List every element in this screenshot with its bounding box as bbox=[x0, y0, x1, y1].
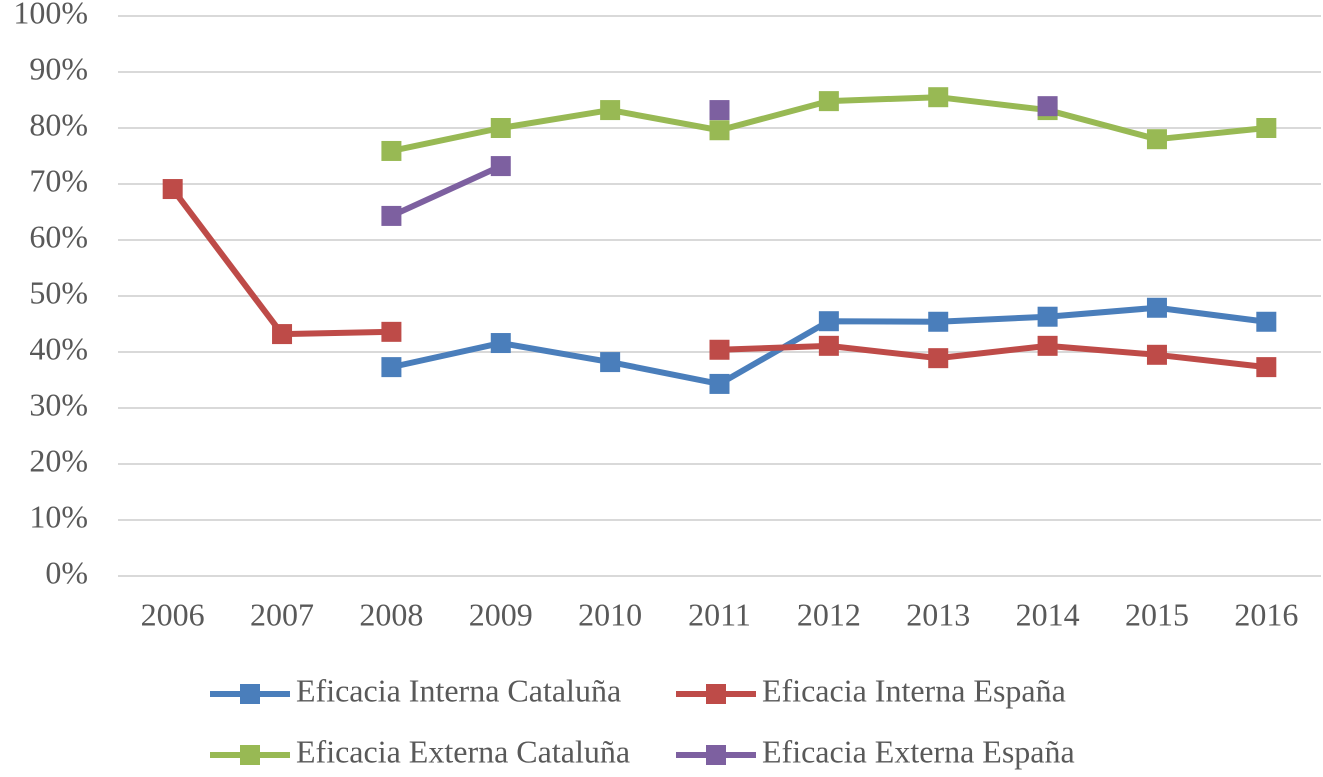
marker bbox=[818, 335, 839, 356]
marker bbox=[818, 91, 839, 112]
marker bbox=[490, 156, 511, 177]
y-tick-label: 100% bbox=[13, 0, 88, 30]
x-tick-label: 2009 bbox=[469, 596, 533, 632]
marker bbox=[600, 100, 621, 121]
marker bbox=[381, 357, 402, 378]
x-tick-label: 2006 bbox=[141, 596, 205, 632]
marker bbox=[709, 339, 730, 360]
legend-marker bbox=[706, 745, 726, 765]
marker bbox=[600, 352, 621, 373]
marker bbox=[1256, 311, 1277, 332]
marker bbox=[1037, 335, 1058, 356]
marker bbox=[1037, 96, 1058, 117]
x-tick-label: 2014 bbox=[1016, 596, 1080, 632]
y-tick-label: 50% bbox=[29, 274, 88, 310]
x-tick-label: 2008 bbox=[359, 596, 423, 632]
marker bbox=[1256, 118, 1277, 138]
legend-label: Eficacia Interna Cataluña bbox=[296, 672, 621, 708]
x-tick-label: 2012 bbox=[797, 596, 861, 632]
y-tick-label: 0% bbox=[45, 554, 88, 590]
legend-marker bbox=[240, 684, 260, 704]
marker bbox=[1037, 306, 1058, 327]
legend-label: Eficacia Externa Cataluña bbox=[296, 733, 630, 769]
marker bbox=[709, 373, 730, 394]
marker bbox=[381, 140, 402, 161]
x-tick-label: 2011 bbox=[688, 596, 751, 632]
marker bbox=[272, 324, 293, 345]
y-tick-label: 60% bbox=[29, 218, 88, 254]
legend-label: Eficacia Interna España bbox=[762, 672, 1066, 708]
marker bbox=[818, 311, 839, 332]
y-tick-label: 80% bbox=[29, 106, 88, 142]
x-tick-label: 2015 bbox=[1125, 596, 1189, 632]
y-tick-label: 10% bbox=[29, 498, 88, 534]
y-tick-label: 20% bbox=[29, 442, 88, 478]
marker bbox=[490, 333, 511, 354]
marker bbox=[162, 179, 183, 200]
legend-label: Eficacia Externa España bbox=[762, 733, 1075, 769]
marker bbox=[1146, 297, 1167, 318]
legend-marker bbox=[706, 684, 726, 704]
y-tick-label: 90% bbox=[29, 50, 88, 86]
marker bbox=[928, 311, 949, 332]
x-tick-label: 2013 bbox=[906, 596, 970, 632]
marker bbox=[928, 87, 949, 108]
x-tick-label: 2010 bbox=[578, 596, 642, 632]
marker bbox=[928, 348, 949, 369]
y-tick-label: 40% bbox=[29, 330, 88, 366]
y-tick-label: 30% bbox=[29, 386, 88, 422]
x-tick-label: 2016 bbox=[1234, 596, 1298, 632]
marker bbox=[709, 100, 730, 121]
marker bbox=[490, 118, 511, 138]
marker bbox=[1256, 357, 1277, 378]
marker bbox=[381, 321, 402, 342]
legend-marker bbox=[240, 745, 260, 765]
marker bbox=[1146, 344, 1167, 365]
y-tick-label: 70% bbox=[29, 162, 88, 198]
marker bbox=[709, 120, 730, 141]
marker bbox=[381, 205, 402, 226]
marker bbox=[1146, 129, 1167, 150]
x-tick-label: 2007 bbox=[250, 596, 314, 632]
